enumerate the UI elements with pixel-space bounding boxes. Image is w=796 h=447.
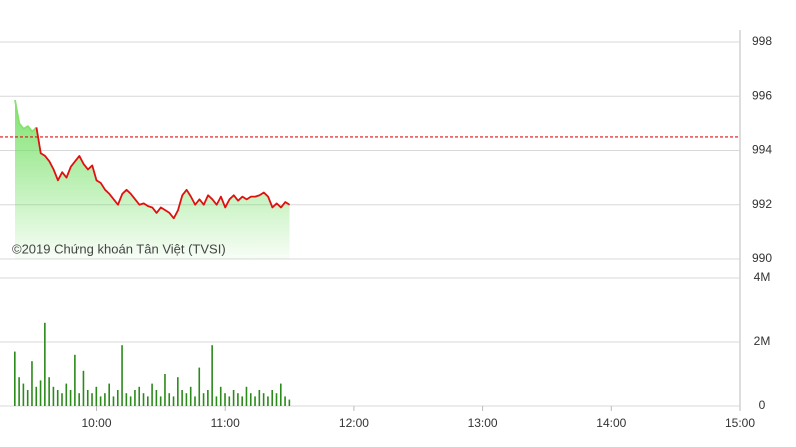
volume-bar bbox=[164, 374, 166, 406]
volume-bar bbox=[254, 396, 256, 406]
volume-bar bbox=[224, 393, 226, 406]
volume-bar bbox=[95, 386, 98, 406]
x-tick-label: 13:00 bbox=[468, 416, 498, 430]
volume-bar bbox=[211, 345, 213, 406]
volume-bar bbox=[249, 393, 252, 406]
x-tick-label: 15:00 bbox=[725, 416, 755, 430]
volume-bar bbox=[91, 393, 93, 406]
volume-bar bbox=[279, 383, 282, 406]
y-tick-label: 996 bbox=[752, 88, 772, 102]
y-tick-label: 0 bbox=[759, 398, 766, 412]
volume-bar bbox=[35, 386, 38, 406]
y-tick-label: 2M bbox=[754, 334, 771, 348]
volume-bar bbox=[112, 396, 115, 406]
volume-bar bbox=[159, 396, 162, 406]
volume-bar bbox=[237, 393, 239, 406]
volume-bar bbox=[99, 396, 102, 406]
volume-bar bbox=[125, 393, 128, 406]
volume-bar bbox=[219, 386, 222, 406]
price-line bbox=[14, 99, 38, 133]
volume-bar bbox=[39, 380, 42, 406]
volume-bar bbox=[232, 390, 235, 406]
x-tick-label: 12:00 bbox=[339, 416, 369, 430]
volume-bar bbox=[215, 396, 218, 406]
y-tick-label: 4M bbox=[754, 270, 771, 284]
volume-bar bbox=[31, 361, 33, 406]
price-line bbox=[35, 127, 291, 220]
y-tick-label: 992 bbox=[752, 197, 772, 211]
volume-bar bbox=[228, 396, 231, 406]
volume-bar bbox=[26, 390, 29, 406]
volume-bar bbox=[121, 345, 123, 406]
volume-bar bbox=[65, 383, 68, 406]
y-tick-label: 994 bbox=[752, 143, 772, 157]
volume-bar bbox=[104, 393, 106, 406]
volume-bar bbox=[258, 390, 261, 406]
volume-bar bbox=[207, 390, 209, 406]
volume-bar bbox=[78, 393, 80, 406]
volume-bar bbox=[56, 390, 59, 406]
volume-bar bbox=[245, 386, 248, 406]
volume-bar bbox=[202, 393, 205, 406]
volume-bar bbox=[198, 367, 201, 406]
y-tick-label: 990 bbox=[752, 251, 772, 265]
volume-bar bbox=[116, 390, 119, 406]
volume-bar bbox=[189, 386, 192, 406]
volume-bar bbox=[69, 390, 72, 406]
volume-bar bbox=[241, 396, 243, 406]
volume-bar bbox=[168, 393, 171, 406]
volume-bar bbox=[108, 383, 110, 406]
volume-bar bbox=[44, 322, 46, 406]
volume-bar bbox=[18, 377, 20, 406]
volume-bar bbox=[172, 396, 175, 406]
volume-bar bbox=[14, 351, 16, 406]
volume-bar bbox=[52, 386, 55, 406]
volume-bar bbox=[177, 377, 179, 406]
x-tick-label: 10:00 bbox=[82, 416, 112, 430]
volume-bar bbox=[86, 390, 89, 406]
volume-bar bbox=[151, 383, 153, 406]
volume-bar bbox=[142, 393, 145, 406]
volume-bar bbox=[194, 396, 196, 406]
volume-bar bbox=[61, 393, 63, 406]
x-tick-label: 11:00 bbox=[211, 416, 240, 430]
volume-bar bbox=[22, 383, 25, 406]
volume-bar bbox=[284, 396, 286, 406]
volume-bar bbox=[134, 390, 136, 406]
y-tick-label: 998 bbox=[752, 34, 772, 48]
volume-bar bbox=[48, 377, 50, 406]
watermark: ©2019 Chứng khoán Tân Việt (TVSI) bbox=[12, 241, 226, 256]
volume-bar bbox=[288, 399, 291, 406]
volume-bar bbox=[185, 393, 188, 406]
volume-bar bbox=[275, 393, 278, 406]
volume-bar bbox=[129, 396, 132, 406]
volume-bar bbox=[271, 390, 274, 406]
volume-bar bbox=[181, 390, 183, 406]
volume-bar bbox=[138, 386, 141, 406]
volume-bar bbox=[262, 393, 265, 406]
volume-bar bbox=[147, 396, 149, 406]
volume-bar bbox=[74, 354, 76, 406]
volume-bar bbox=[267, 396, 269, 406]
x-tick-label: 14:00 bbox=[596, 416, 626, 430]
price-area bbox=[15, 100, 290, 259]
volume-bar bbox=[82, 370, 85, 406]
volume-bar bbox=[155, 390, 158, 406]
